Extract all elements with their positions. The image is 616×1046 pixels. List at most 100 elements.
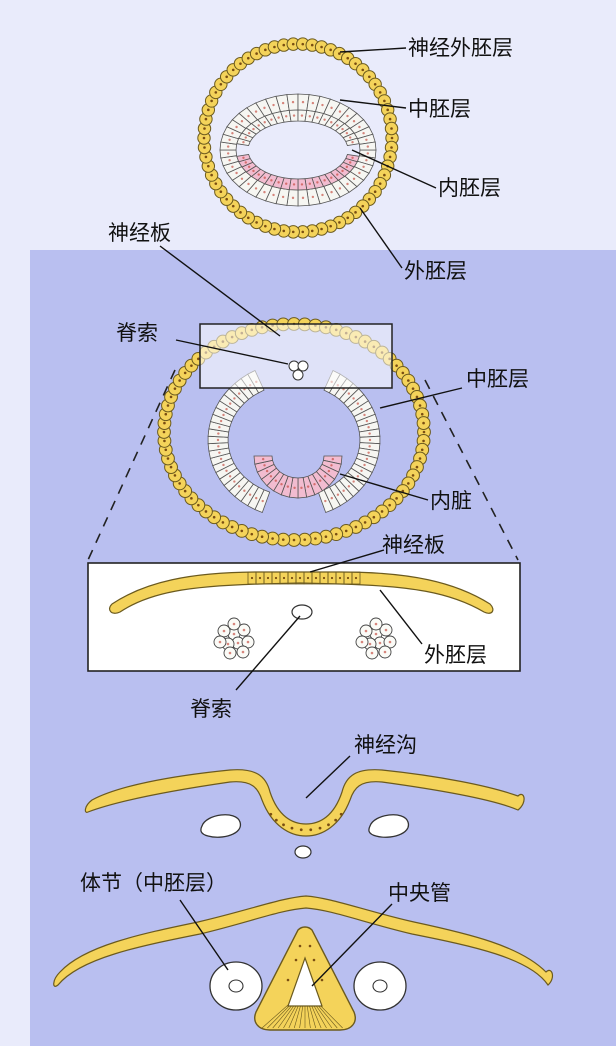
- cell-nucleus: [246, 56, 250, 60]
- cell-nucleus: [292, 183, 296, 186]
- cell-nucleus: [352, 120, 356, 123]
- cell-nucleus: [263, 464, 266, 467]
- cell-nucleus: [327, 469, 331, 473]
- cell-nucleus: [374, 622, 378, 626]
- cell-nucleus: [346, 56, 350, 60]
- cell-nucleus: [311, 195, 315, 199]
- cell-nucleus: [226, 642, 230, 646]
- label-notochord-mid: 脊索: [190, 697, 232, 721]
- cell-nucleus: [365, 138, 368, 141]
- cell-nucleus: [321, 193, 324, 197]
- cell-nucleus: [327, 823, 330, 827]
- cell-nucleus: [338, 110, 342, 113]
- cell-nucleus: [203, 127, 206, 130]
- cell-nucleus: [264, 224, 267, 228]
- cell-nucleus: [378, 91, 382, 94]
- cell-nucleus: [261, 457, 265, 461]
- cell-nucleus: [336, 124, 339, 127]
- cell-nucleus: [301, 196, 305, 200]
- cell-nucleus: [190, 497, 193, 500]
- cell-nucleus: [260, 535, 264, 538]
- enlarged-section: [87, 562, 521, 672]
- cell-nucleus: [346, 576, 350, 580]
- cell-nucleus: [178, 482, 181, 485]
- cell-nucleus: [420, 412, 424, 416]
- cell-nucleus: [312, 958, 316, 962]
- cell-nucleus: [270, 118, 273, 121]
- cell-nucleus: [345, 165, 349, 169]
- cell-nucleus: [365, 419, 369, 423]
- cell-nucleus: [319, 479, 322, 482]
- cell-nucleus: [366, 152, 370, 155]
- cell-nucleus: [420, 448, 424, 452]
- cell-nucleus: [384, 628, 388, 632]
- cell-nucleus: [330, 121, 333, 124]
- cell-nucleus: [222, 629, 226, 633]
- cell-nucleus: [222, 463, 225, 467]
- cell-nucleus: [230, 525, 234, 529]
- cell-nucleus: [290, 576, 294, 580]
- cell-nucleus: [214, 91, 218, 94]
- cell-nucleus: [212, 515, 216, 519]
- cell-nucleus: [232, 632, 236, 636]
- cell-nucleus: [363, 413, 366, 417]
- cell-nucleus: [274, 576, 278, 580]
- cell-nucleus: [250, 532, 254, 536]
- cell-nucleus: [243, 489, 246, 492]
- cell-nucleus: [422, 439, 425, 443]
- cell-nucleus: [218, 640, 222, 644]
- cell-nucleus: [356, 475, 360, 478]
- cell-nucleus: [390, 146, 393, 149]
- label-somite: 体节（中胚层）: [80, 871, 227, 895]
- cell-nucleus: [242, 628, 246, 632]
- label-notochord-top: 脊索: [116, 321, 158, 345]
- cell-nucleus: [324, 535, 328, 538]
- cell-nucleus: [240, 177, 244, 180]
- cell-nucleus: [248, 493, 252, 496]
- cell-nucleus: [286, 485, 290, 488]
- mesoderm-cluster-left: [213, 617, 255, 660]
- cell-nucleus: [235, 171, 238, 175]
- cell-nucleus: [218, 451, 221, 454]
- cell-nucleus: [362, 165, 365, 168]
- cell-nucleus: [183, 371, 187, 375]
- cell-nucleus: [368, 445, 371, 448]
- cell-nucleus: [263, 121, 266, 124]
- cell-nucleus: [210, 173, 213, 177]
- cell-nucleus: [368, 432, 371, 435]
- cell-nucleus: [336, 173, 339, 176]
- cell-nucleus: [347, 485, 351, 488]
- cell-nucleus: [360, 407, 363, 411]
- cell-nucleus: [164, 412, 168, 416]
- cell-nucleus: [247, 165, 251, 169]
- cell-nucleus: [242, 141, 245, 144]
- cell-nucleus: [269, 475, 273, 478]
- cell-nucleus: [272, 103, 275, 107]
- cell-nucleus: [318, 826, 322, 830]
- cell-nucleus: [311, 101, 315, 105]
- cell-nucleus: [231, 165, 234, 168]
- cell-nucleus: [354, 576, 358, 580]
- label-endoderm: 内胚层: [438, 176, 501, 200]
- label-neural-groove: 神经沟: [354, 733, 417, 757]
- notochord-cells: [288, 360, 309, 381]
- cell-nucleus: [257, 124, 260, 127]
- cell-nucleus: [366, 145, 370, 148]
- cell-nucleus: [363, 463, 366, 467]
- cell-nucleus: [286, 978, 290, 982]
- cell-nucleus: [303, 538, 307, 541]
- cell-nucleus: [231, 132, 234, 135]
- cell-nucleus: [231, 68, 235, 72]
- cell-nucleus: [239, 62, 242, 65]
- cell-nucleus: [310, 229, 314, 233]
- cell-nucleus: [173, 387, 177, 390]
- cell-nucleus: [300, 183, 304, 186]
- cell-nucleus: [352, 480, 355, 483]
- cell-nucleus: [263, 176, 266, 179]
- cell-nucleus: [330, 464, 333, 467]
- mesoderm-arc: [207, 369, 381, 514]
- cell-nucleus: [218, 426, 221, 429]
- groove-cells: [269, 812, 343, 832]
- cell-nucleus: [228, 651, 232, 655]
- cell-nucleus: [422, 430, 426, 434]
